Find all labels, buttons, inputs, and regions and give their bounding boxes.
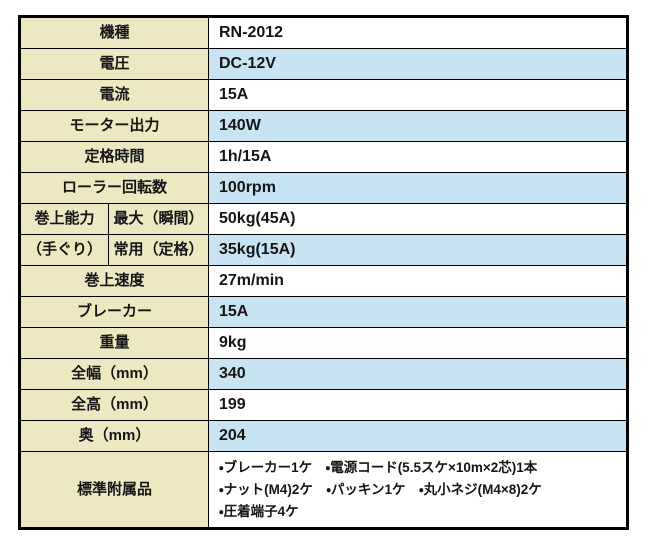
table-row: 電流 15A: [19, 79, 628, 111]
table-row: 定格時間 1h/15A: [19, 141, 628, 173]
table-row: 巻上能力 最大（瞬間） 50kg(45A): [19, 203, 628, 235]
row-label: 全幅（mm）: [19, 358, 209, 390]
spec-table: 機種 RN-2012 電圧 DC-12V 電流 15A モーター出力 140W 定格時間 1h/1…: [18, 15, 629, 530]
row-value: 199: [208, 389, 628, 421]
table-row: 全高（mm） 199: [19, 389, 628, 421]
row-label: ローラー回転数: [19, 172, 209, 204]
row-label: ブレーカー: [19, 296, 209, 328]
spec-table-body: 機種 RN-2012 電圧 DC-12V 電流 15A モーター出力 140W 定格時間 1h/1…: [19, 16, 628, 529]
accessory-line: ・圧着端子4ケ: [219, 503, 299, 519]
table-row: 奥（mm） 204: [19, 420, 628, 452]
table-row: 全幅（mm） 340: [19, 358, 628, 390]
row-value: 15A: [208, 79, 628, 111]
table-row: 標準附属品 ・ブレーカー1ケ ・電源コード(5.5スケ×10m×2芯)1本 ・ナット…: [19, 451, 628, 529]
row-value: 9kg: [208, 327, 628, 359]
row-value: 1h/15A: [208, 141, 628, 173]
row-value: 27m/min: [208, 265, 628, 297]
accessory-line: ・ブレーカー1ケ ・電源コード(5.5スケ×10m×2芯)1本: [219, 459, 538, 475]
row-label: 巻上速度: [19, 265, 209, 297]
row-value: 204: [208, 420, 628, 452]
table-row: ローラー回転数 100rpm: [19, 172, 628, 204]
table-row: （手ぐり） 常用（定格） 35kg(15A): [19, 234, 628, 266]
row-value: 35kg(15A): [208, 234, 628, 266]
table-row: 電圧 DC-12V: [19, 48, 628, 80]
table-row: モーター出力 140W: [19, 110, 628, 142]
row-label: 電圧: [19, 48, 209, 80]
row-label: 標準附属品: [19, 451, 209, 529]
row-sublabel: 常用（定格）: [108, 234, 209, 266]
table-row: 重量 9kg: [19, 327, 628, 359]
row-label: 機種: [19, 16, 209, 49]
row-sublabel: 最大（瞬間）: [108, 203, 209, 235]
row-value: 50kg(45A): [208, 203, 628, 235]
row-value: 100rpm: [208, 172, 628, 204]
row-value: DC-12V: [208, 48, 628, 80]
row-value: 15A: [208, 296, 628, 328]
row-label: 奥（mm）: [19, 420, 209, 452]
table-row: 機種 RN-2012: [19, 16, 628, 49]
table-row: 巻上速度 27m/min: [19, 265, 628, 297]
accessory-line: ・ナット(M4)2ケ ・パッキン1ケ ・丸小ネジ(M4×8)2ケ: [219, 481, 542, 497]
table-row: ブレーカー 15A: [19, 296, 628, 328]
row-label: 電流: [19, 79, 209, 111]
row-value: 140W: [208, 110, 628, 142]
row-label: 全高（mm）: [19, 389, 209, 421]
row-label: （手ぐり）: [19, 234, 109, 266]
row-label: 定格時間: [19, 141, 209, 173]
row-label: 重量: [19, 327, 209, 359]
row-value: ・ブレーカー1ケ ・電源コード(5.5スケ×10m×2芯)1本 ・ナット(M4)2…: [208, 451, 628, 529]
row-value: 340: [208, 358, 628, 390]
row-label: 巻上能力: [19, 203, 109, 235]
row-value: RN-2012: [208, 16, 628, 49]
row-label: モーター出力: [19, 110, 209, 142]
